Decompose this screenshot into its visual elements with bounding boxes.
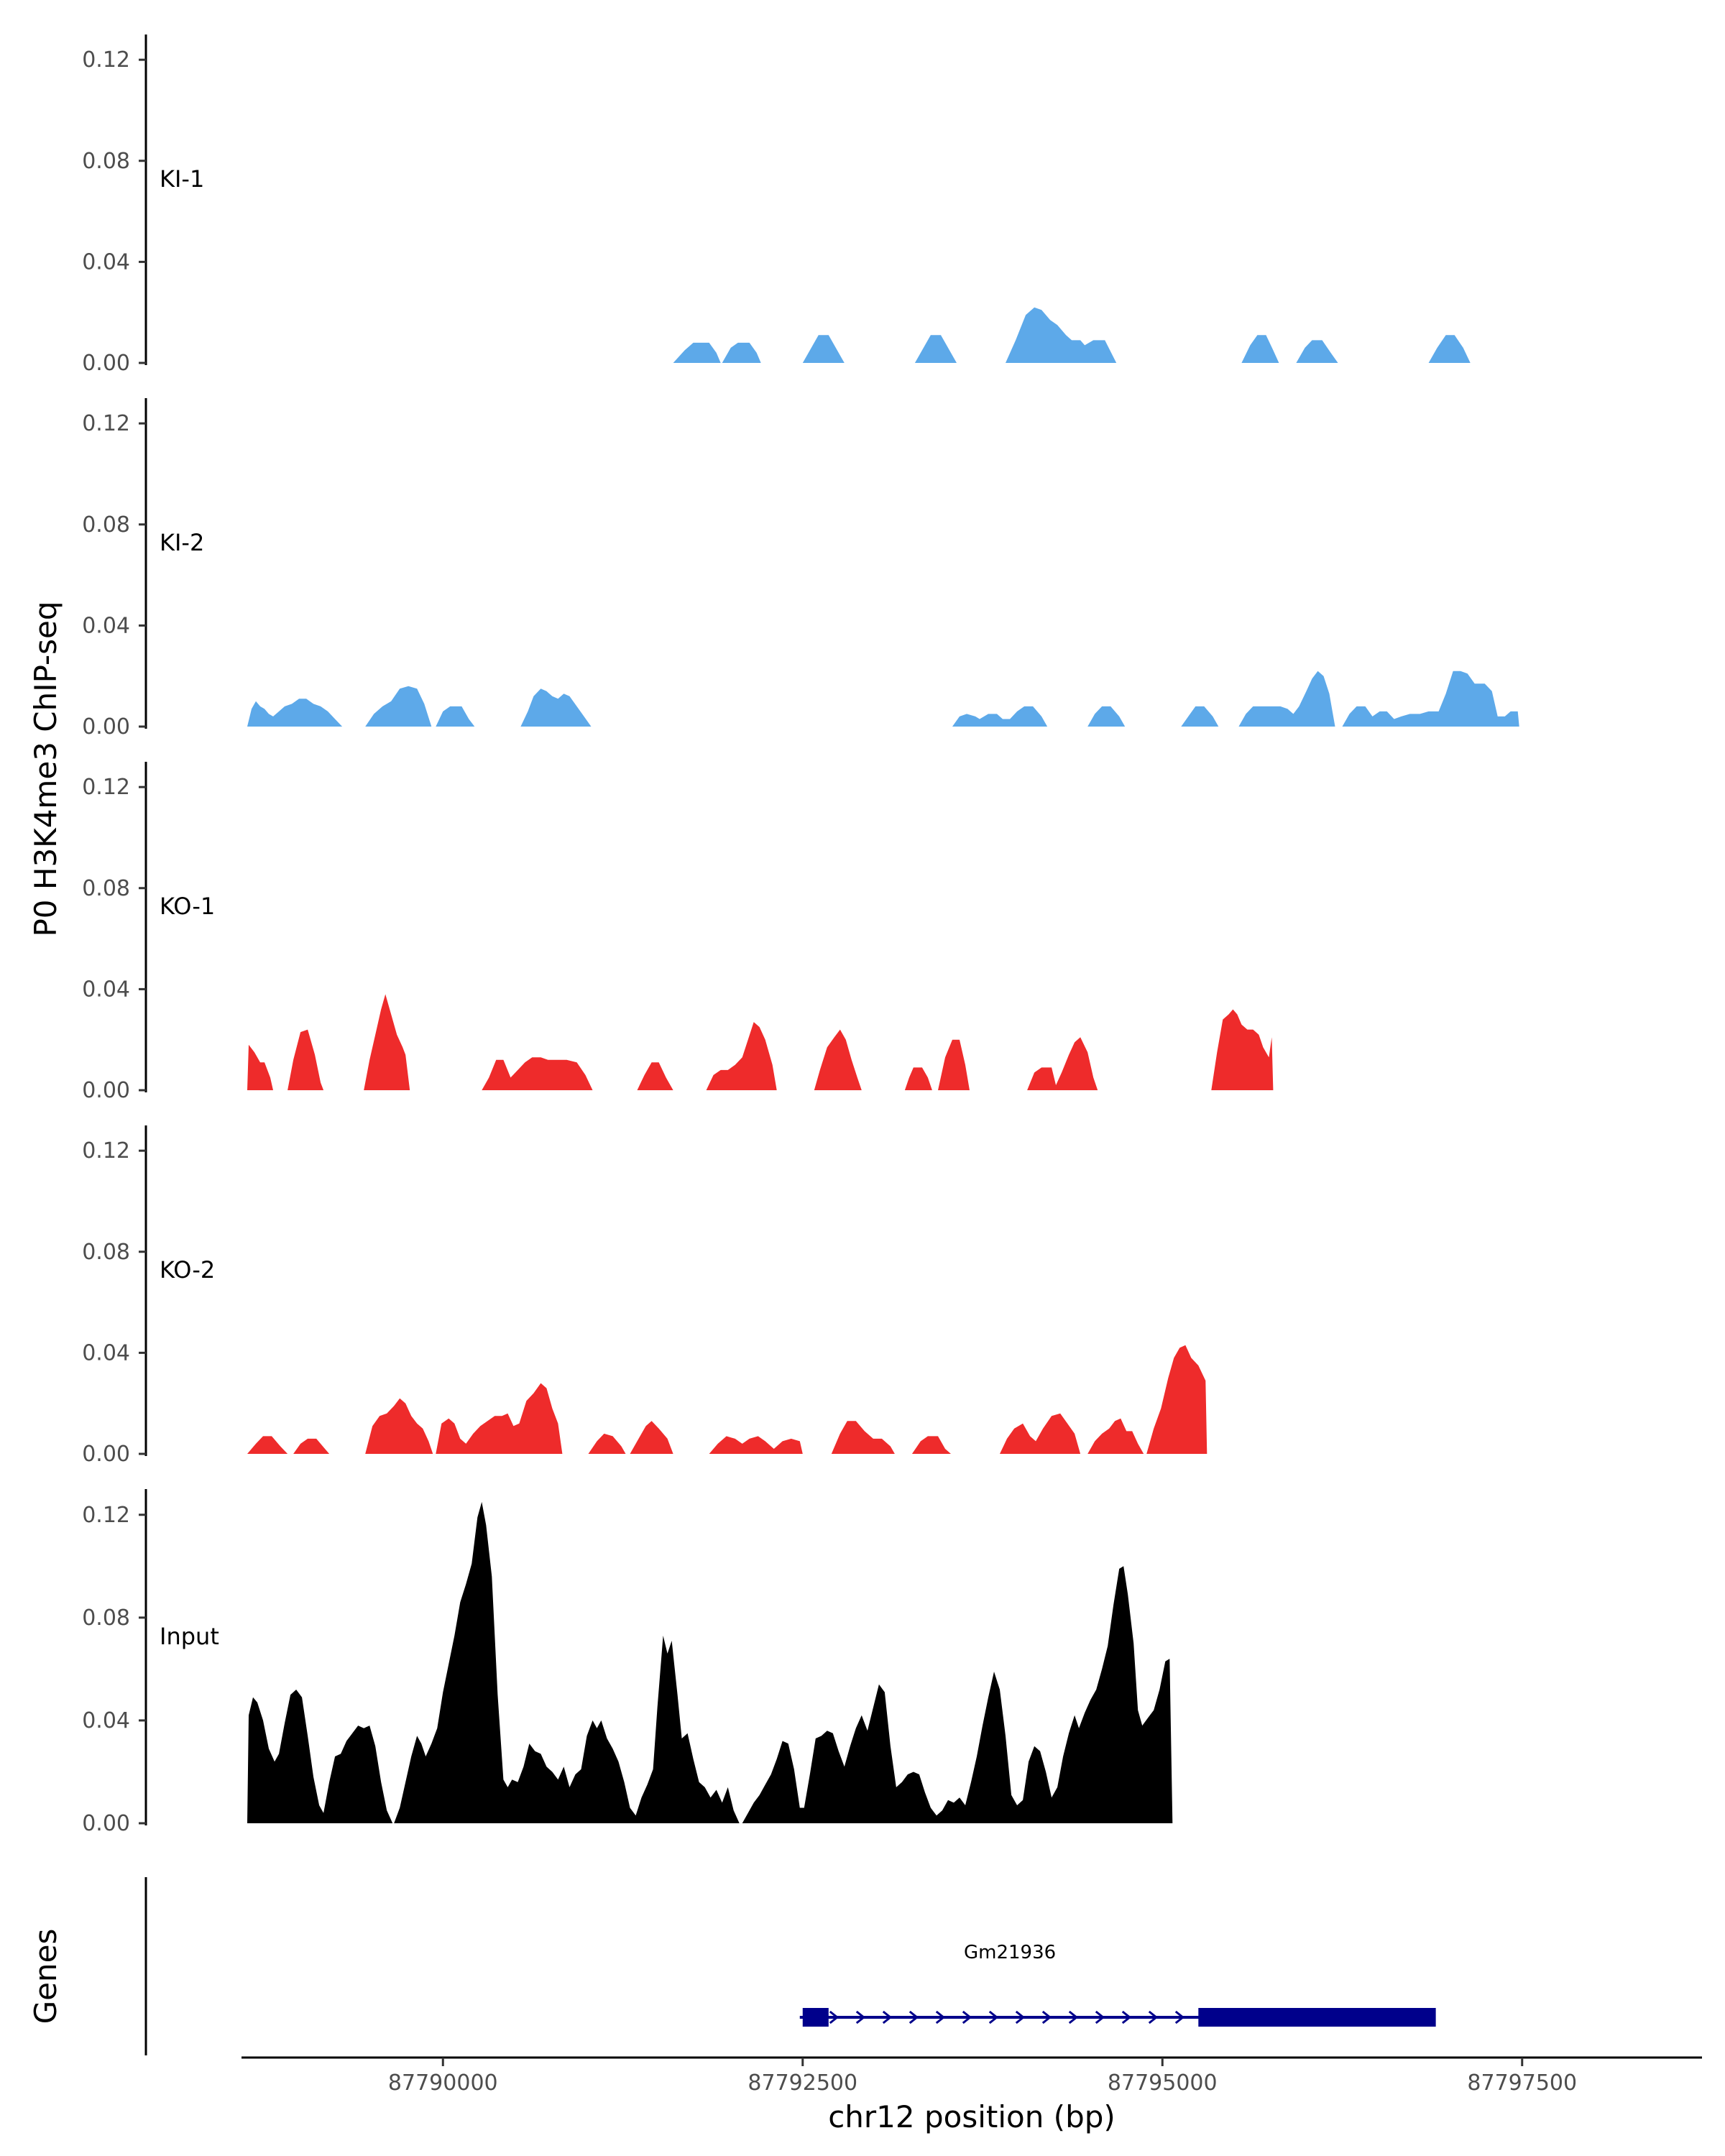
y-tick-label: 0.12 xyxy=(82,1503,130,1528)
x-tick-label: 87792500 xyxy=(748,2070,857,2096)
y-tick-label: 0.08 xyxy=(82,149,130,174)
track-label: KI-2 xyxy=(160,529,204,556)
y-tick-label: 0.04 xyxy=(82,613,130,638)
strand-arrow-icon xyxy=(1148,2010,1159,2024)
y-tick-label: 0.04 xyxy=(82,1708,130,1733)
coverage-area-ko-1 xyxy=(247,994,1274,1090)
track-label: KO-1 xyxy=(160,893,215,920)
track-panel-input: 0.00 0.04 0.08 0.12 Input xyxy=(82,1489,1173,1836)
y-tick-label: 0.12 xyxy=(82,775,130,800)
gene-name-label: Gm21936 xyxy=(964,1942,1056,1963)
track-panel-ko-1: 0.00 0.04 0.08 0.12 KO-1 xyxy=(82,762,1274,1103)
genes-track: Genes Gm21936 xyxy=(28,1877,1436,2055)
genes-axis-title: Genes xyxy=(28,1929,63,2024)
strand-arrow-icon xyxy=(1121,2010,1132,2024)
strand-arrow-icon xyxy=(829,2010,840,2024)
x-axis: 87790000 87792500 87795000 87797500 chr12 p… xyxy=(242,2056,1702,2134)
tracks-group: 0.00 0.04 0.08 0.12 KI-1 0.00 0.04 0.08 0.12 KI-2… xyxy=(82,34,1519,1836)
strand-arrow-icon xyxy=(962,2010,972,2024)
y-tick-label: 0.04 xyxy=(82,1340,130,1365)
y-tick-label: 0.04 xyxy=(82,249,130,275)
strand-arrow-icon xyxy=(1041,2010,1052,2024)
y-tick-label: 0.08 xyxy=(82,1240,130,1265)
strand-arrow-icon xyxy=(935,2010,946,2024)
strand-arrow-icon xyxy=(855,2010,866,2024)
y-tick-label: 0.04 xyxy=(82,977,130,1002)
strand-arrow-icon xyxy=(988,2010,999,2024)
track-label: Input xyxy=(160,1623,219,1650)
track-panel-ki-2: 0.00 0.04 0.08 0.12 KI-2 xyxy=(82,398,1519,740)
strand-arrow-icon xyxy=(1095,2010,1105,2024)
gene-model xyxy=(799,2008,1436,2027)
strand-arrow-icon xyxy=(882,2010,893,2024)
y-tick-label: 0.08 xyxy=(82,512,130,538)
y-axis-title: P0 H3K4me3 ChIP-seq xyxy=(28,601,63,936)
track-panel-ko-2: 0.00 0.04 0.08 0.12 KO-2 xyxy=(82,1125,1208,1467)
strand-arrow-icon xyxy=(908,2010,919,2024)
gene-exon xyxy=(1198,2008,1436,2027)
track-label: KO-2 xyxy=(160,1256,215,1284)
coverage-area-ki-2 xyxy=(247,671,1519,727)
coverage-area-ko-2 xyxy=(247,1345,1208,1454)
strand-arrow-icon xyxy=(1174,2010,1185,2024)
x-axis-title: chr12 position (bp) xyxy=(828,2099,1116,2134)
track-panel-ki-1: 0.00 0.04 0.08 0.12 KI-1 xyxy=(82,34,1471,376)
y-tick-label: 0.12 xyxy=(82,411,130,436)
coverage-area-ki-1 xyxy=(673,307,1471,363)
x-tick-label: 87797500 xyxy=(1467,2070,1577,2096)
y-tick-label: 0.08 xyxy=(82,876,130,901)
gene-exon xyxy=(802,2008,829,2027)
x-tick-label: 87790000 xyxy=(388,2070,498,2096)
y-tick-label: 0.00 xyxy=(82,1811,130,1836)
coverage-area-input xyxy=(247,1501,1173,1823)
strand-arrow-icon xyxy=(1015,2010,1026,2024)
strand-arrow-icon xyxy=(1068,2010,1079,2024)
track-label: KI-1 xyxy=(160,165,204,193)
x-ticks: 87790000 87792500 87795000 87797500 xyxy=(388,2058,1577,2096)
y-tick-label: 0.00 xyxy=(82,714,130,740)
y-tick-label: 0.12 xyxy=(82,1138,130,1164)
x-tick-label: 87795000 xyxy=(1108,2070,1218,2096)
y-tick-label: 0.00 xyxy=(82,1078,130,1103)
y-tick-label: 0.00 xyxy=(82,351,130,376)
y-tick-label: 0.08 xyxy=(82,1606,130,1631)
y-tick-label: 0.00 xyxy=(82,1442,130,1467)
y-tick-label: 0.12 xyxy=(82,47,130,73)
